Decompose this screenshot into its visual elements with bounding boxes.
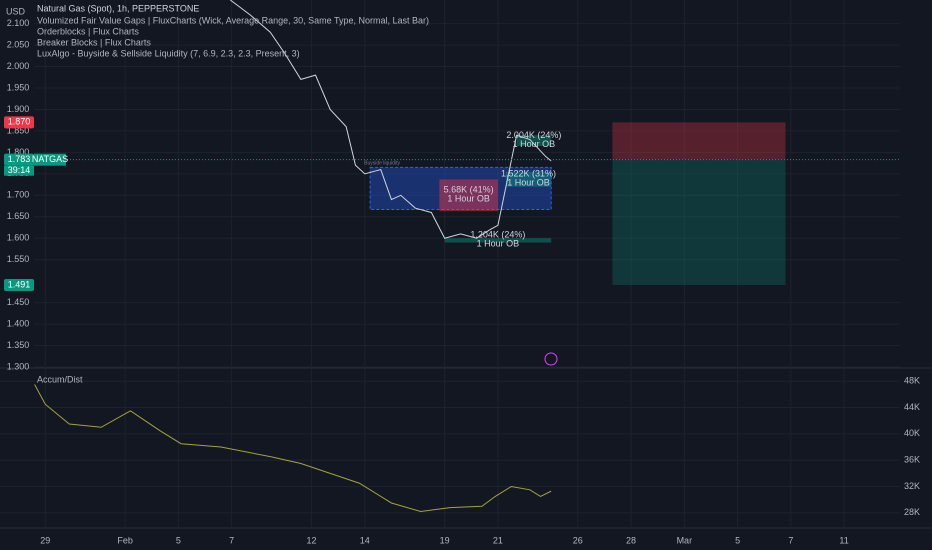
ob-label: 2.004K (24%)	[506, 130, 561, 140]
y-tick-label: 2.100	[7, 18, 30, 28]
x-tick-label: 14	[360, 535, 370, 545]
x-tick-label: 5	[735, 535, 740, 545]
x-tick-label: 7	[788, 535, 793, 545]
y-tick-label: 32K	[904, 481, 920, 491]
y-tick-label: 1.950	[7, 82, 30, 92]
y-tick-label: 1.450	[7, 297, 30, 307]
x-tick-label: Feb	[117, 535, 133, 545]
ob-label: 5.68K (41%)	[444, 185, 494, 195]
x-tick-label: 29	[40, 535, 50, 545]
stop-zone	[612, 122, 786, 160]
countdown-tag	[4, 165, 34, 176]
y-tick-label: 1.800	[7, 147, 30, 157]
y-tick-label: 2.000	[7, 61, 30, 71]
indicator: LuxAlgo - Buyside & Sellside Liquidity (…	[37, 48, 300, 58]
x-tick-label: 19	[440, 535, 450, 545]
x-tick-label: 26	[573, 535, 583, 545]
liquidity-zone	[369, 166, 552, 210]
y-tick-label: 48K	[904, 376, 920, 386]
ob-sublabel: 1 Hour OB	[477, 239, 520, 249]
ob-sublabel: 1 Hour OB	[447, 194, 490, 204]
series-line	[34, 384, 552, 513]
y-tick-label: 2.050	[7, 39, 30, 49]
ob-label: 1.522K (31%)	[501, 169, 556, 179]
order-block	[516, 135, 552, 146]
liquidity-label: Buyside liquidity	[364, 161, 400, 167]
y-tick-label: 1.550	[7, 254, 30, 264]
countdown-label: 39:14	[8, 165, 31, 175]
price-tag-label: 1.491	[8, 279, 31, 289]
chart-title: Natural Gas (Spot), 1h, PEPPERSTONE	[37, 3, 199, 13]
y-tick-label: 1.700	[7, 190, 30, 200]
y-tick-label: 1.300	[7, 361, 30, 371]
y-tick-label: 1.600	[7, 233, 30, 243]
indicator: Volumized Fair Value Gaps | FluxCharts (…	[37, 15, 429, 25]
pane-title: Accum/Dist	[37, 374, 83, 384]
y-tick-label: 1.650	[7, 211, 30, 221]
indicator: Breaker Blocks | Flux Charts	[37, 37, 151, 47]
target-zone	[612, 159, 786, 286]
alert-icon[interactable]	[544, 352, 558, 366]
price-tag	[4, 279, 34, 292]
x-tick-label: 5	[176, 535, 181, 545]
symbol-tag-label: NATGAS	[32, 154, 68, 164]
ob-sublabel: 1 Hour OB	[507, 178, 550, 188]
ob-label: 1.204K (24%)	[470, 230, 525, 240]
x-tick-label: 12	[307, 535, 317, 545]
y-tick-label: 1.350	[7, 340, 30, 350]
series-line	[230, 0, 552, 239]
y-tick-label: 1.400	[7, 318, 30, 328]
x-tick-label: 21	[493, 535, 503, 545]
y-tick-label: 1.850	[7, 125, 30, 135]
price-tag-label: 1.783	[8, 154, 31, 164]
price-tag	[4, 116, 34, 129]
y-tick-label: 28K	[904, 507, 920, 517]
x-tick-label: 11	[839, 535, 848, 545]
price-tag	[4, 153, 34, 166]
currency: USD	[6, 6, 26, 16]
indicator: Orderblocks | Flux Charts	[37, 26, 139, 36]
x-tick-label: 28	[626, 535, 636, 545]
order-block	[444, 238, 552, 243]
y-tick-label: 44K	[904, 402, 920, 412]
symbol-tag	[34, 153, 66, 166]
x-tick-label: 7	[229, 535, 234, 545]
order-block	[505, 171, 552, 187]
x-tick-label: Mar	[677, 535, 693, 545]
y-tick-label: 36K	[904, 455, 920, 465]
grid	[0, 0, 900, 528]
order-block	[439, 179, 498, 212]
price-tag-label: 1.870	[8, 117, 31, 127]
y-tick-label: 1.900	[7, 104, 30, 114]
y-tick-label: 40K	[904, 428, 920, 438]
